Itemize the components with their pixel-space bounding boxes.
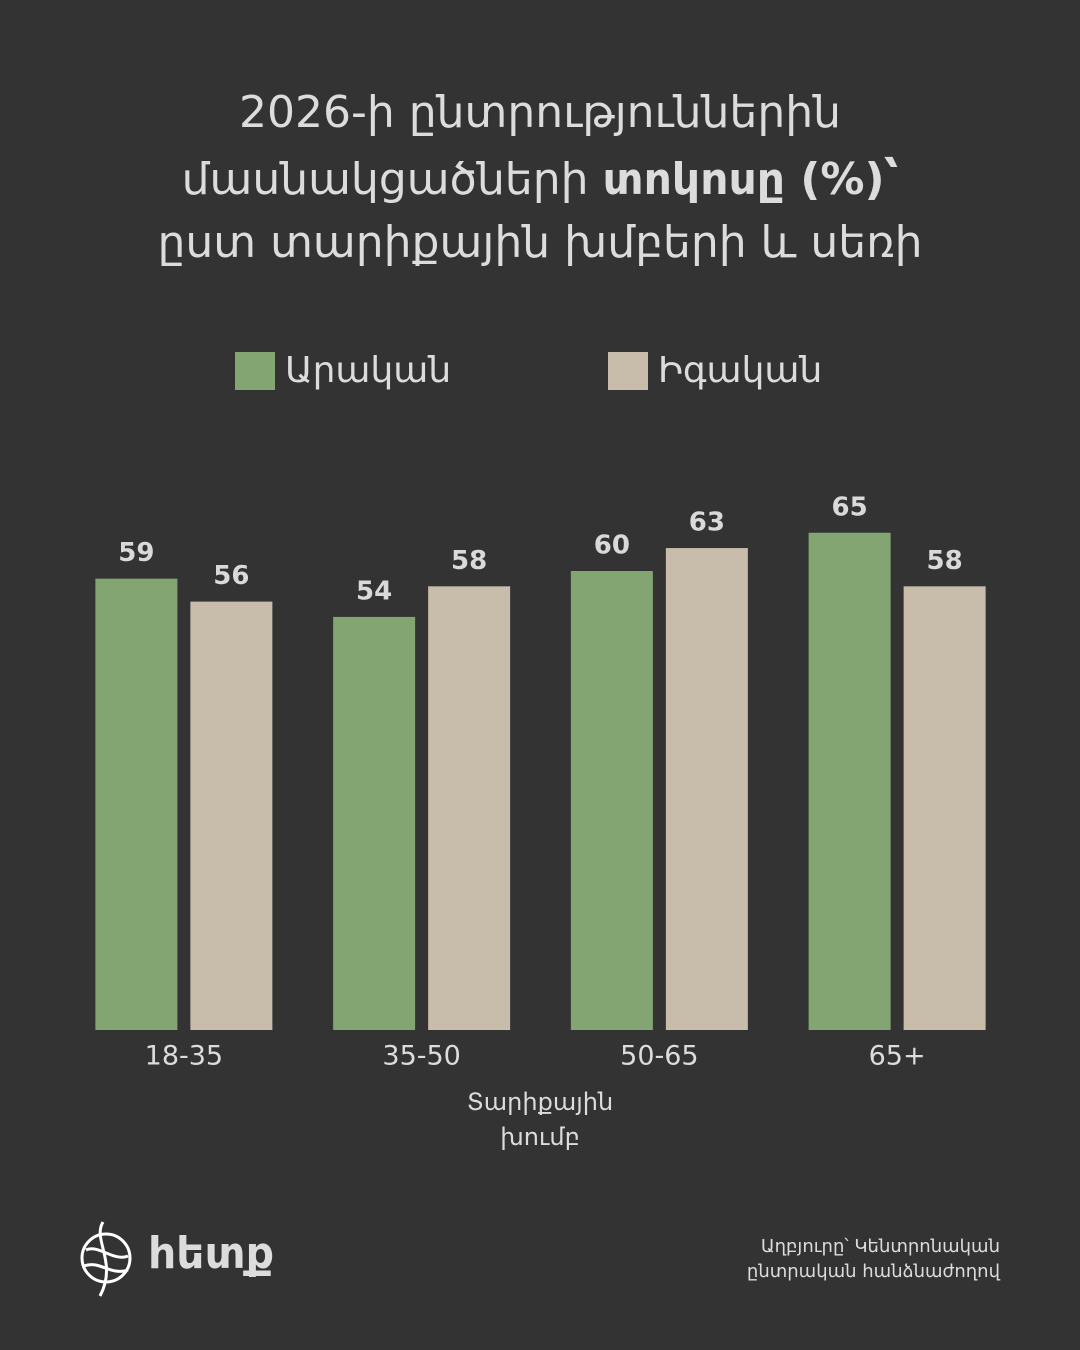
chart-title: 2026-ի ընտրություններին [239,87,841,138]
chart-title: մասնակցածների տոկոսը (%)՝ [182,154,899,205]
value-label: 58 [451,546,487,576]
chart-title: մասնակցածների [182,154,589,205]
bar [570,571,653,1030]
chart-title-bold: տոկոսը (%)՝ [603,154,899,205]
x-tick-label: 50-65 [620,1041,698,1072]
value-label: 56 [213,561,249,591]
bar [428,586,511,1030]
legend-label: Արական [285,350,451,391]
logo-text: հետք [148,1228,274,1279]
value-label: 60 [594,531,630,561]
bar [95,578,178,1030]
value-label: 58 [927,546,963,576]
x-axis-label: խումբ [500,1123,580,1151]
value-label: 54 [356,576,392,606]
x-tick-label: 65+ [869,1041,926,1072]
x-tick-label: 35-50 [382,1041,460,1072]
legend-label: Իգական [658,350,822,391]
value-label: 63 [689,508,725,538]
bar [808,532,891,1030]
chart-title: ըստ տարիքային խմբերի և սեռի [157,217,922,268]
value-label: 65 [832,492,868,522]
legend-swatch [608,352,648,390]
source: ընտրական հանձնաժողով [747,1261,1001,1282]
value-label: 59 [118,538,154,568]
bar [903,586,986,1030]
bar [190,601,273,1030]
bar [665,548,748,1030]
legend-swatch [235,352,275,390]
x-axis-label: Տարիքային [467,1088,613,1116]
x-tick-label: 18-35 [145,1041,223,1072]
source: Աղբյուրը՝ Կենտրոնական [761,1236,1000,1257]
logo-icon [80,1221,132,1297]
bar [333,616,416,1030]
